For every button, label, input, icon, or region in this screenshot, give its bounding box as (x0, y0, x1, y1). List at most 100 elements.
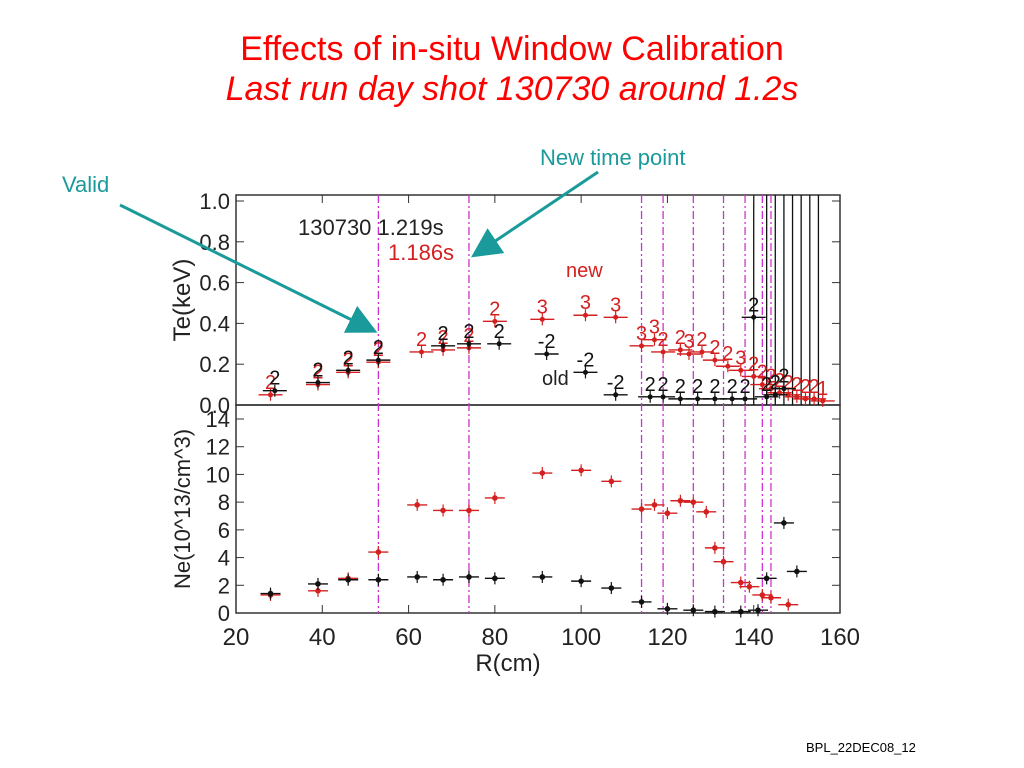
bot-s0-point-3 (375, 549, 382, 555)
bottom-panel-frame (235, 404, 841, 614)
top-s1-point-3 (375, 357, 381, 363)
bot-s0-point-7 (492, 495, 498, 501)
top-s1-label-17: 2 (748, 294, 759, 316)
bot-s0-point-14 (677, 497, 684, 504)
top-s0-point-9 (582, 312, 588, 318)
bot-s0-point-6 (466, 507, 472, 514)
top-s0-point-21 (759, 382, 765, 388)
bot-s0-point-5 (440, 507, 446, 514)
top-s1-label-8: -2 (577, 349, 595, 371)
legend-time-new: 1.186s (388, 240, 454, 265)
top-ytick-label-1: 0.2 (199, 352, 230, 377)
bot-s1-point-3 (375, 576, 382, 583)
top-s1-label-10: 2 (645, 374, 656, 396)
top-s1-point-10 (647, 394, 653, 400)
label-new: new (566, 260, 603, 282)
xtick-label-2: 60 (395, 624, 422, 651)
top-s0-label-23: 2 (774, 370, 785, 392)
bot-s0-point-4 (414, 502, 421, 508)
slide-title: Effects of in-situ Window Calibration (240, 30, 784, 68)
bot-ytick-label-7: 14 (206, 407, 230, 432)
bot-ytick-label-2: 4 (218, 546, 230, 571)
top-s1-point-16 (742, 396, 748, 402)
top-s1-label-9: -2 (607, 372, 625, 394)
bot-s1-point-19 (794, 568, 800, 575)
top-s0-label-11: 3 (636, 323, 647, 345)
top-ylabel: Te(keV) (169, 259, 196, 342)
bot-s1-point-17 (763, 575, 770, 582)
top-s0-point-16 (699, 349, 705, 355)
bot-ytick-label-6: 12 (206, 435, 230, 460)
top-s0-label-25: 2 (791, 374, 802, 396)
top-s0-point-19 (738, 367, 744, 373)
top-s0-point-23 (777, 390, 783, 396)
top-s0-point-20 (751, 373, 757, 379)
top-s1-label-14: 2 (709, 376, 720, 398)
bot-s1-point-16 (755, 607, 761, 614)
bot-s0-point-9 (578, 467, 584, 474)
top-s0-label-27: 2 (809, 376, 820, 398)
annotation-new-time-point: New time point (540, 145, 686, 170)
bottom-ylabel: Ne(10^13/cm^3) (170, 429, 195, 589)
top-s1-point-12 (677, 396, 683, 402)
bot-ytick-label-0: 0 (218, 601, 230, 626)
top-s1-point-14 (712, 396, 718, 402)
top-s1-point-15 (729, 396, 735, 402)
top-s1-point-0 (272, 388, 278, 394)
top-s1-label-16: 2 (740, 376, 751, 398)
top-s1-label-6: 2 (494, 321, 505, 343)
top-s1-label-19: 2 (770, 372, 781, 394)
top-s1-point-8 (582, 369, 588, 375)
top-s0-label-3: 2 (373, 339, 384, 361)
bot-s1-point-14 (712, 608, 718, 615)
top-s1-point-20 (781, 386, 787, 392)
bot-s1-point-8 (539, 574, 546, 580)
top-s0-label-17: 2 (709, 337, 720, 359)
bot-s0-point-19 (737, 579, 744, 586)
bot-s0-point-15 (690, 499, 697, 505)
xlabel: R(cm) (475, 650, 540, 677)
top-s1-point-6 (496, 341, 502, 347)
bot-s1-point-1 (315, 581, 321, 587)
bot-s0-point-22 (768, 594, 774, 601)
top-s1-label-18: 2 (761, 374, 772, 396)
top-s0-point-0 (268, 392, 274, 398)
bot-s0-point-12 (651, 502, 658, 508)
top-s0-point-17 (712, 357, 718, 363)
top-s0-label-6: 2 (463, 325, 474, 347)
top-s1-label-12: 2 (675, 376, 686, 398)
bot-s1-point-0 (267, 590, 274, 597)
top-s0-label-21: 2 (757, 362, 768, 384)
top-s0-label-18: 2 (722, 343, 733, 365)
top-s0-point-22 (768, 386, 774, 392)
top-s0-point-15 (686, 351, 692, 357)
top-s0-point-27 (811, 396, 817, 402)
top-s0-point-24 (785, 392, 791, 398)
bot-s1-point-5 (440, 576, 446, 583)
top-s1-label-3: 2 (373, 337, 384, 359)
top-s0-label-14: 2 (675, 327, 686, 349)
top-s0-point-28 (820, 398, 826, 404)
bot-ytick-label-1: 2 (218, 573, 230, 598)
top-s0-label-9: 3 (580, 292, 591, 314)
top-s0-label-26: 2 (800, 376, 811, 398)
top-ytick-label-3: 0.6 (199, 271, 230, 296)
top-s1-point-18 (764, 394, 770, 400)
top-s1-point-17 (751, 314, 757, 320)
bot-s0-point-23 (785, 601, 792, 608)
top-s1-label-2: 2 (343, 347, 354, 369)
top-s0-label-1: 2 (312, 362, 323, 384)
top-s0-point-11 (639, 343, 645, 349)
bot-s0-point-10 (608, 478, 615, 485)
top-s0-label-20: 2 (748, 353, 759, 375)
top-s0-label-12: 3 (649, 317, 660, 339)
bot-s0-point-21 (759, 592, 766, 598)
top-s1-point-2 (345, 367, 351, 373)
bot-ytick-label-5: 10 (206, 462, 230, 487)
bot-s1-point-15 (737, 608, 744, 615)
bot-s0-point-8 (539, 470, 546, 476)
new-time-point-arrow (471, 170, 599, 258)
xtick-label-3: 80 (482, 624, 509, 651)
top-s0-label-24: 2 (783, 372, 794, 394)
